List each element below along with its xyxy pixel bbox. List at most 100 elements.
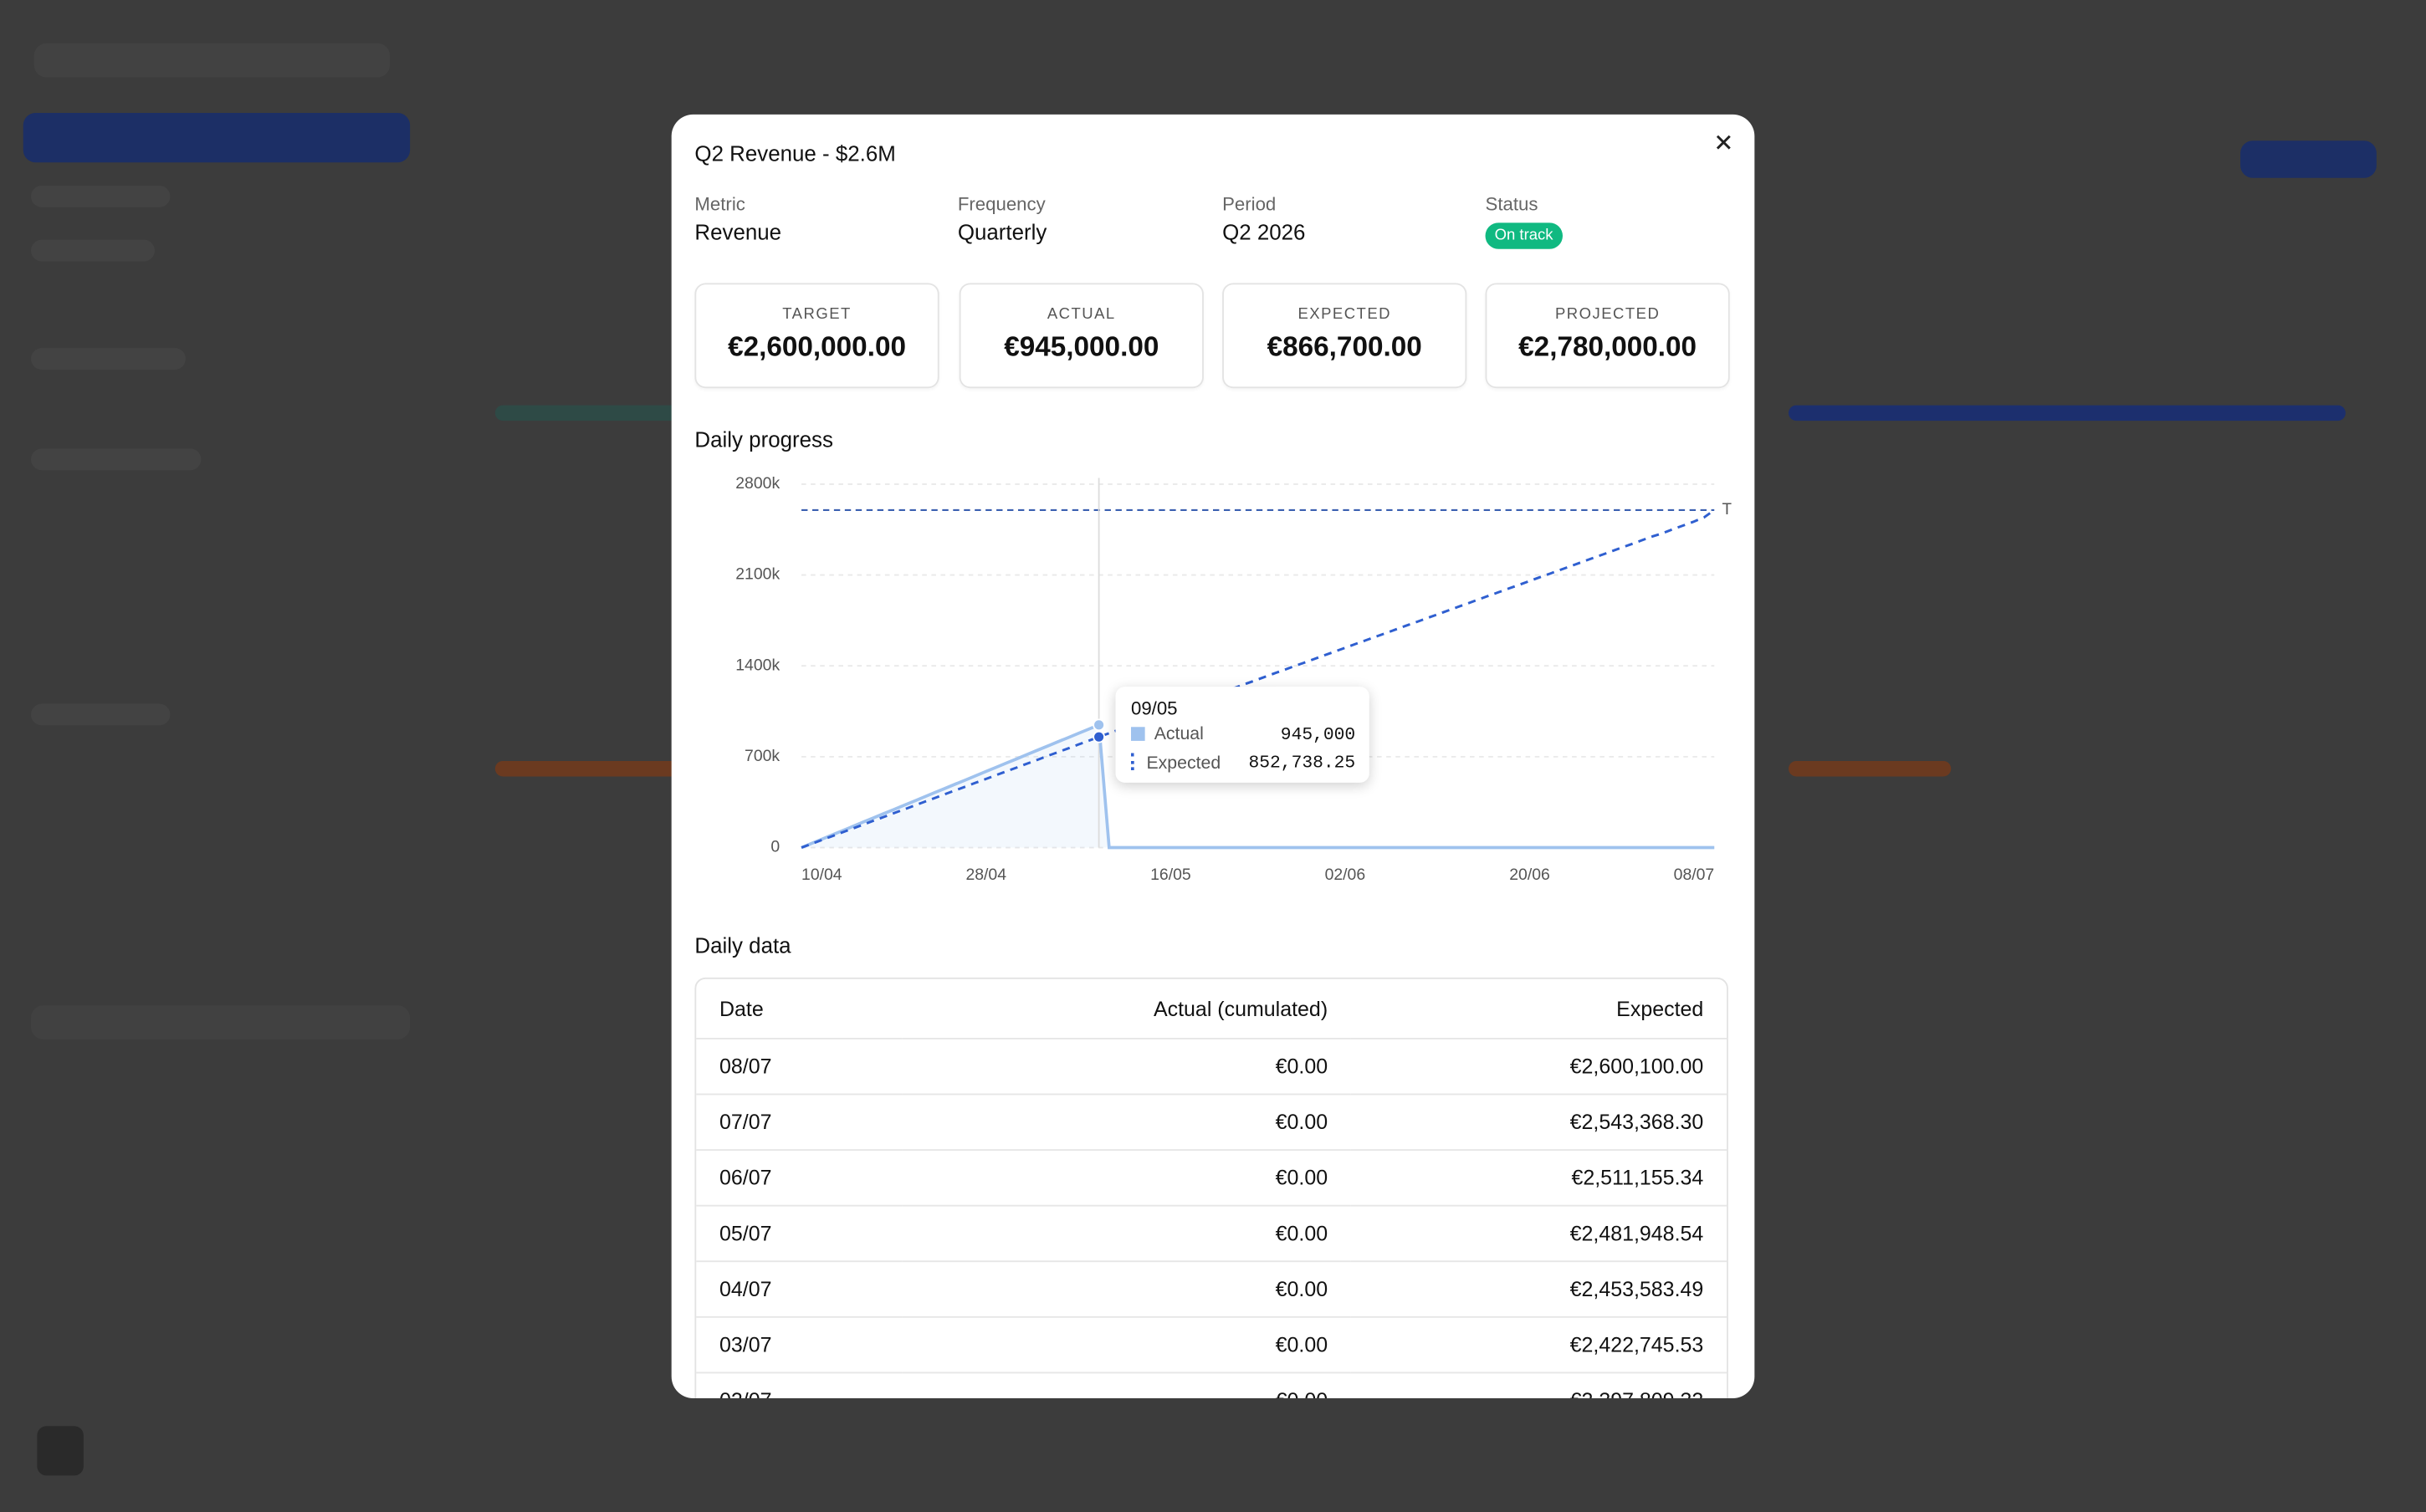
field: Frequency Quarterly <box>958 193 1221 244</box>
tooltip-name: Expected <box>1146 754 1221 774</box>
table-heading: Daily data <box>694 932 791 958</box>
progress-bar <box>494 405 681 421</box>
avatar <box>37 1426 84 1476</box>
actual-line <box>801 723 1715 850</box>
field-label: Status <box>1485 193 1538 216</box>
tooltip-row: Expected 852,738.25 <box>1130 753 1356 779</box>
table-row: 07/07 €0.00 €2,543,368.30 <box>696 1095 1727 1152</box>
chart-heading: Daily progress <box>694 427 833 452</box>
field: Status On track <box>1485 193 1748 249</box>
table-cell: €0.00 <box>902 1207 1351 1263</box>
progress-bar <box>1789 405 2346 421</box>
kpi-value: €2,780,000.00 <box>1518 330 1697 362</box>
x-tick-label: 28/04 <box>965 866 1006 884</box>
kpi-label: ACTUAL <box>1047 306 1116 324</box>
kpi-value: €2,600,000.00 <box>728 330 906 362</box>
column-header: Expected <box>1350 979 1727 1040</box>
header-row: Date Actual (cumulated) Expected <box>696 979 1727 1040</box>
chart: 0 700k 1400k 2100k 2800k 10/04 28/04 16/05 02/06… <box>735 474 1731 884</box>
field-text: Quarterly <box>957 219 1047 245</box>
header-button <box>2240 140 2377 178</box>
field-value: Quarterly <box>958 220 1221 245</box>
kpi-value: €945,000.00 <box>1004 330 1159 362</box>
table-cell: €2,397,809.32 <box>1351 1373 1727 1398</box>
daily-table: Date Actual (cumulated) Expected 08/07 €0.00… <box>694 977 1728 1398</box>
table-cell: 02/07 <box>696 1373 902 1398</box>
field: Metric Revenue <box>694 193 957 244</box>
table-cell: 06/07 <box>696 1151 903 1207</box>
close-button[interactable] <box>1714 133 1732 151</box>
y-tick-label: 2100k <box>735 565 780 584</box>
table-cell: €2,511,155.34 <box>1350 1151 1727 1207</box>
table-cell: €2,453,583.49 <box>1350 1262 1727 1318</box>
actual-area <box>801 724 1715 848</box>
table-cell: €0.00 <box>902 1095 1351 1152</box>
y-tick-label: 0 <box>770 838 780 856</box>
x-tick-label: 10/04 <box>801 866 842 884</box>
kpi-card: EXPECTED €866,700.00 <box>1222 283 1467 389</box>
table-row: 06/07 €0.00 €2,511,155.34 <box>696 1151 1727 1207</box>
kpi-value: €866,700.00 <box>1267 330 1422 362</box>
field-text: Q2 2026 <box>1222 219 1306 245</box>
table-row: 08/07 €0.00 €2,600,100.00 <box>696 1040 1727 1096</box>
field-text: Revenue <box>694 219 782 245</box>
table-cell: €2,422,745.53 <box>1350 1318 1727 1374</box>
table-cell: €0.00 <box>903 1373 1351 1398</box>
field-value: On track <box>1485 220 1748 249</box>
table-row: 05/07 €0.00 €2,481,948.54 <box>696 1207 1727 1263</box>
nav-item <box>30 348 186 370</box>
table-row: 04/07 €0.00 €2,453,583.49 <box>696 1262 1727 1318</box>
x-tick-label: 16/05 <box>1150 866 1191 884</box>
x-tick-label: 20/06 <box>1509 866 1550 884</box>
kpi-label: PROJECTED <box>1554 306 1661 324</box>
progress-bar <box>1789 760 1952 777</box>
table-row: 02/07€0.00€2,397,809.32 <box>696 1373 1727 1398</box>
nav-item <box>30 185 171 207</box>
kpi-card: PROJECTED €2,780,000.00 <box>1485 283 1730 389</box>
hover-dot <box>1093 730 1106 743</box>
sidebar-button <box>23 113 411 163</box>
field-value: Revenue <box>694 220 957 245</box>
kpi-card: ACTUAL €945,000.00 <box>959 283 1204 389</box>
table-cell: €0.00 <box>902 1040 1351 1096</box>
kpi-label: EXPECTED <box>1297 306 1391 324</box>
swatch <box>1130 727 1145 741</box>
y-tick-label: 2800k <box>735 474 780 493</box>
column-header: Date <box>696 979 903 1040</box>
goal-modal: Q2 Revenue - $2.6M Metric Revenue Frequenc… <box>671 114 1755 1398</box>
nav-item-active <box>30 1005 411 1040</box>
table-cell: 03/07 <box>696 1318 903 1374</box>
status-badge: On track <box>1485 222 1563 249</box>
workspace-switcher <box>33 43 391 78</box>
x-tick-label: 02/06 <box>1325 866 1366 884</box>
expected-line <box>801 508 1716 849</box>
field-label: Metric <box>694 193 745 216</box>
tooltip-name: Actual <box>1154 725 1204 744</box>
table-cell: 07/07 <box>696 1095 903 1152</box>
tooltip-value: 852,738.25 <box>1248 753 1356 774</box>
y-tick-label: 700k <box>745 747 780 765</box>
table-cell: €0.00 <box>902 1318 1351 1374</box>
table-cell: €0.00 <box>902 1262 1351 1318</box>
progress-bar <box>494 760 681 777</box>
x-tick-label: 08/07 <box>1674 866 1715 884</box>
tooltip-date: 09/05 <box>1130 697 1178 720</box>
column-header: Actual (cumulated) <box>902 979 1351 1040</box>
field-label: Period <box>1222 193 1277 216</box>
table-cell: €0.00 <box>902 1151 1351 1207</box>
swatch <box>1130 753 1137 771</box>
tooltip-row: Actual 945,000 <box>1130 725 1356 750</box>
table-cell: 05/07 <box>696 1207 903 1263</box>
modal-title: Q2 Revenue - $2.6M <box>694 140 896 166</box>
field-value: Q2 2026 <box>1222 220 1485 245</box>
hover-dot <box>1093 718 1106 732</box>
table-cell: €2,481,948.54 <box>1350 1207 1727 1263</box>
target-label: T <box>1722 500 1731 518</box>
tooltip-value: 945,000 <box>1280 725 1356 746</box>
table-row: 03/07 €0.00 €2,422,745.53 <box>696 1318 1727 1374</box>
nav-item <box>30 448 202 471</box>
nav-item <box>30 239 155 262</box>
y-tick-label: 1400k <box>735 656 780 674</box>
